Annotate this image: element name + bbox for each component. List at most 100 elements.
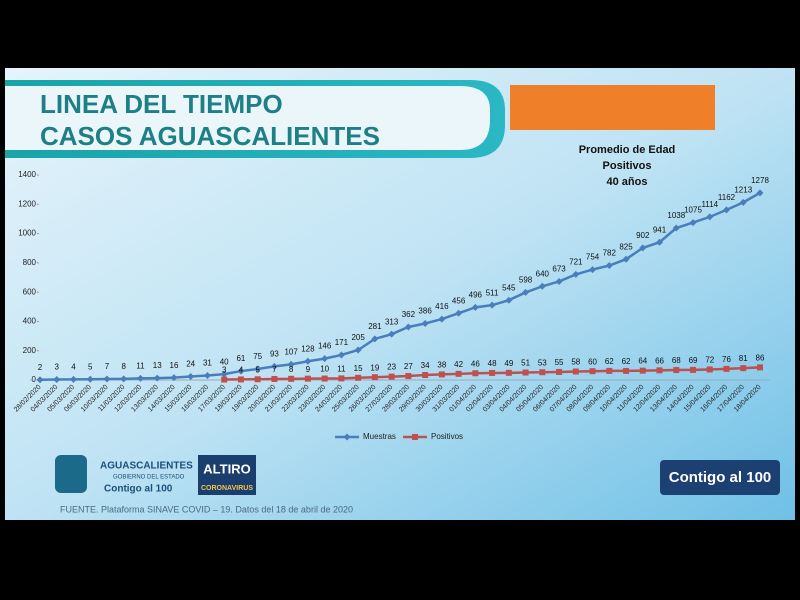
data-label: 11	[337, 364, 346, 373]
data-label: 62	[622, 357, 631, 366]
point	[304, 375, 311, 382]
point	[271, 375, 278, 382]
data-label: 11	[136, 361, 145, 370]
data-label: 7	[272, 365, 277, 374]
point	[69, 375, 77, 383]
point	[538, 282, 546, 290]
data-label: 16	[170, 361, 179, 370]
point	[757, 364, 763, 371]
point	[237, 376, 244, 383]
point	[220, 370, 228, 378]
data-label: 171	[335, 338, 349, 347]
point	[287, 360, 295, 368]
point	[739, 198, 747, 206]
point	[53, 376, 61, 384]
point	[338, 375, 345, 382]
point	[321, 375, 328, 382]
y-tick-label: 1200	[18, 199, 36, 208]
data-label: 3	[222, 366, 227, 375]
logo-text: ALTIRO	[203, 461, 250, 476]
legend-label: Muestras	[363, 432, 396, 441]
point	[706, 366, 713, 373]
data-label: 782	[603, 249, 617, 258]
point	[455, 309, 463, 317]
data-label: 93	[270, 349, 279, 358]
point	[170, 374, 178, 382]
data-label: 1213	[734, 185, 752, 194]
chart-title: LINEA DEL TIEMPO	[40, 89, 283, 119]
data-label: 69	[689, 356, 698, 365]
data-label: 545	[502, 283, 516, 292]
data-label: 10	[320, 365, 329, 374]
data-label: 8	[289, 365, 294, 374]
data-label: 107	[284, 347, 298, 356]
point	[656, 238, 664, 246]
data-label: 1114	[701, 200, 718, 209]
campaign-logo: ALTIRO CORONAVIRUS	[198, 455, 256, 495]
data-label: 496	[469, 290, 483, 299]
data-label: 40	[220, 357, 229, 366]
data-label: 8	[121, 362, 126, 371]
data-label: 81	[739, 354, 748, 363]
data-label: 58	[571, 358, 580, 367]
data-label: 1038	[667, 211, 685, 220]
point	[304, 357, 312, 365]
data-label: 416	[435, 302, 449, 311]
point	[505, 296, 513, 304]
point	[471, 303, 479, 311]
point	[740, 365, 747, 372]
annotation: 40 años	[607, 176, 648, 188]
y-tick-label: 400	[23, 317, 37, 326]
point	[254, 376, 261, 383]
data-label: 1278	[751, 176, 769, 185]
y-tick-label: 200	[23, 346, 37, 355]
point	[438, 315, 446, 323]
point	[237, 367, 245, 375]
y-tick-label: 600	[23, 287, 37, 296]
logo-text: AGUASCALIENTES	[100, 461, 193, 472]
data-label: 362	[402, 310, 416, 319]
point	[555, 277, 563, 285]
data-label: 51	[521, 359, 530, 368]
point	[623, 367, 630, 374]
logo-text: CORONAVIRUS	[201, 485, 253, 492]
data-label: 4	[239, 366, 244, 375]
data-label: 76	[722, 355, 731, 364]
point	[505, 369, 512, 376]
point	[421, 319, 429, 327]
point	[723, 206, 731, 214]
point	[354, 346, 362, 354]
point	[706, 213, 714, 221]
point	[723, 365, 730, 372]
point	[221, 376, 228, 383]
data-label: 19	[370, 363, 379, 372]
point	[120, 375, 128, 383]
point	[589, 368, 596, 375]
data-label: 64	[638, 357, 647, 366]
point	[756, 189, 764, 197]
data-label: 60	[588, 357, 597, 366]
annotation: Promedio de Edad	[579, 144, 676, 156]
point	[622, 255, 630, 263]
data-label: 1162	[718, 193, 736, 202]
point	[522, 369, 529, 376]
data-label: 902	[636, 231, 650, 240]
data-label: 53	[538, 358, 547, 367]
point	[36, 376, 44, 384]
point	[472, 370, 479, 377]
point	[355, 374, 362, 381]
point	[572, 270, 580, 278]
point	[288, 375, 295, 382]
title-panel	[5, 86, 490, 150]
point	[539, 369, 546, 376]
point	[672, 224, 680, 232]
point	[371, 374, 378, 381]
point	[321, 355, 329, 363]
point	[254, 365, 262, 373]
point	[404, 323, 412, 331]
data-label: 7	[105, 362, 110, 371]
source: FUENTE. Plataforma SINAVE COVID – 19. Da…	[60, 504, 353, 514]
point	[103, 375, 111, 383]
point	[388, 373, 395, 380]
data-label: 128	[301, 344, 315, 353]
